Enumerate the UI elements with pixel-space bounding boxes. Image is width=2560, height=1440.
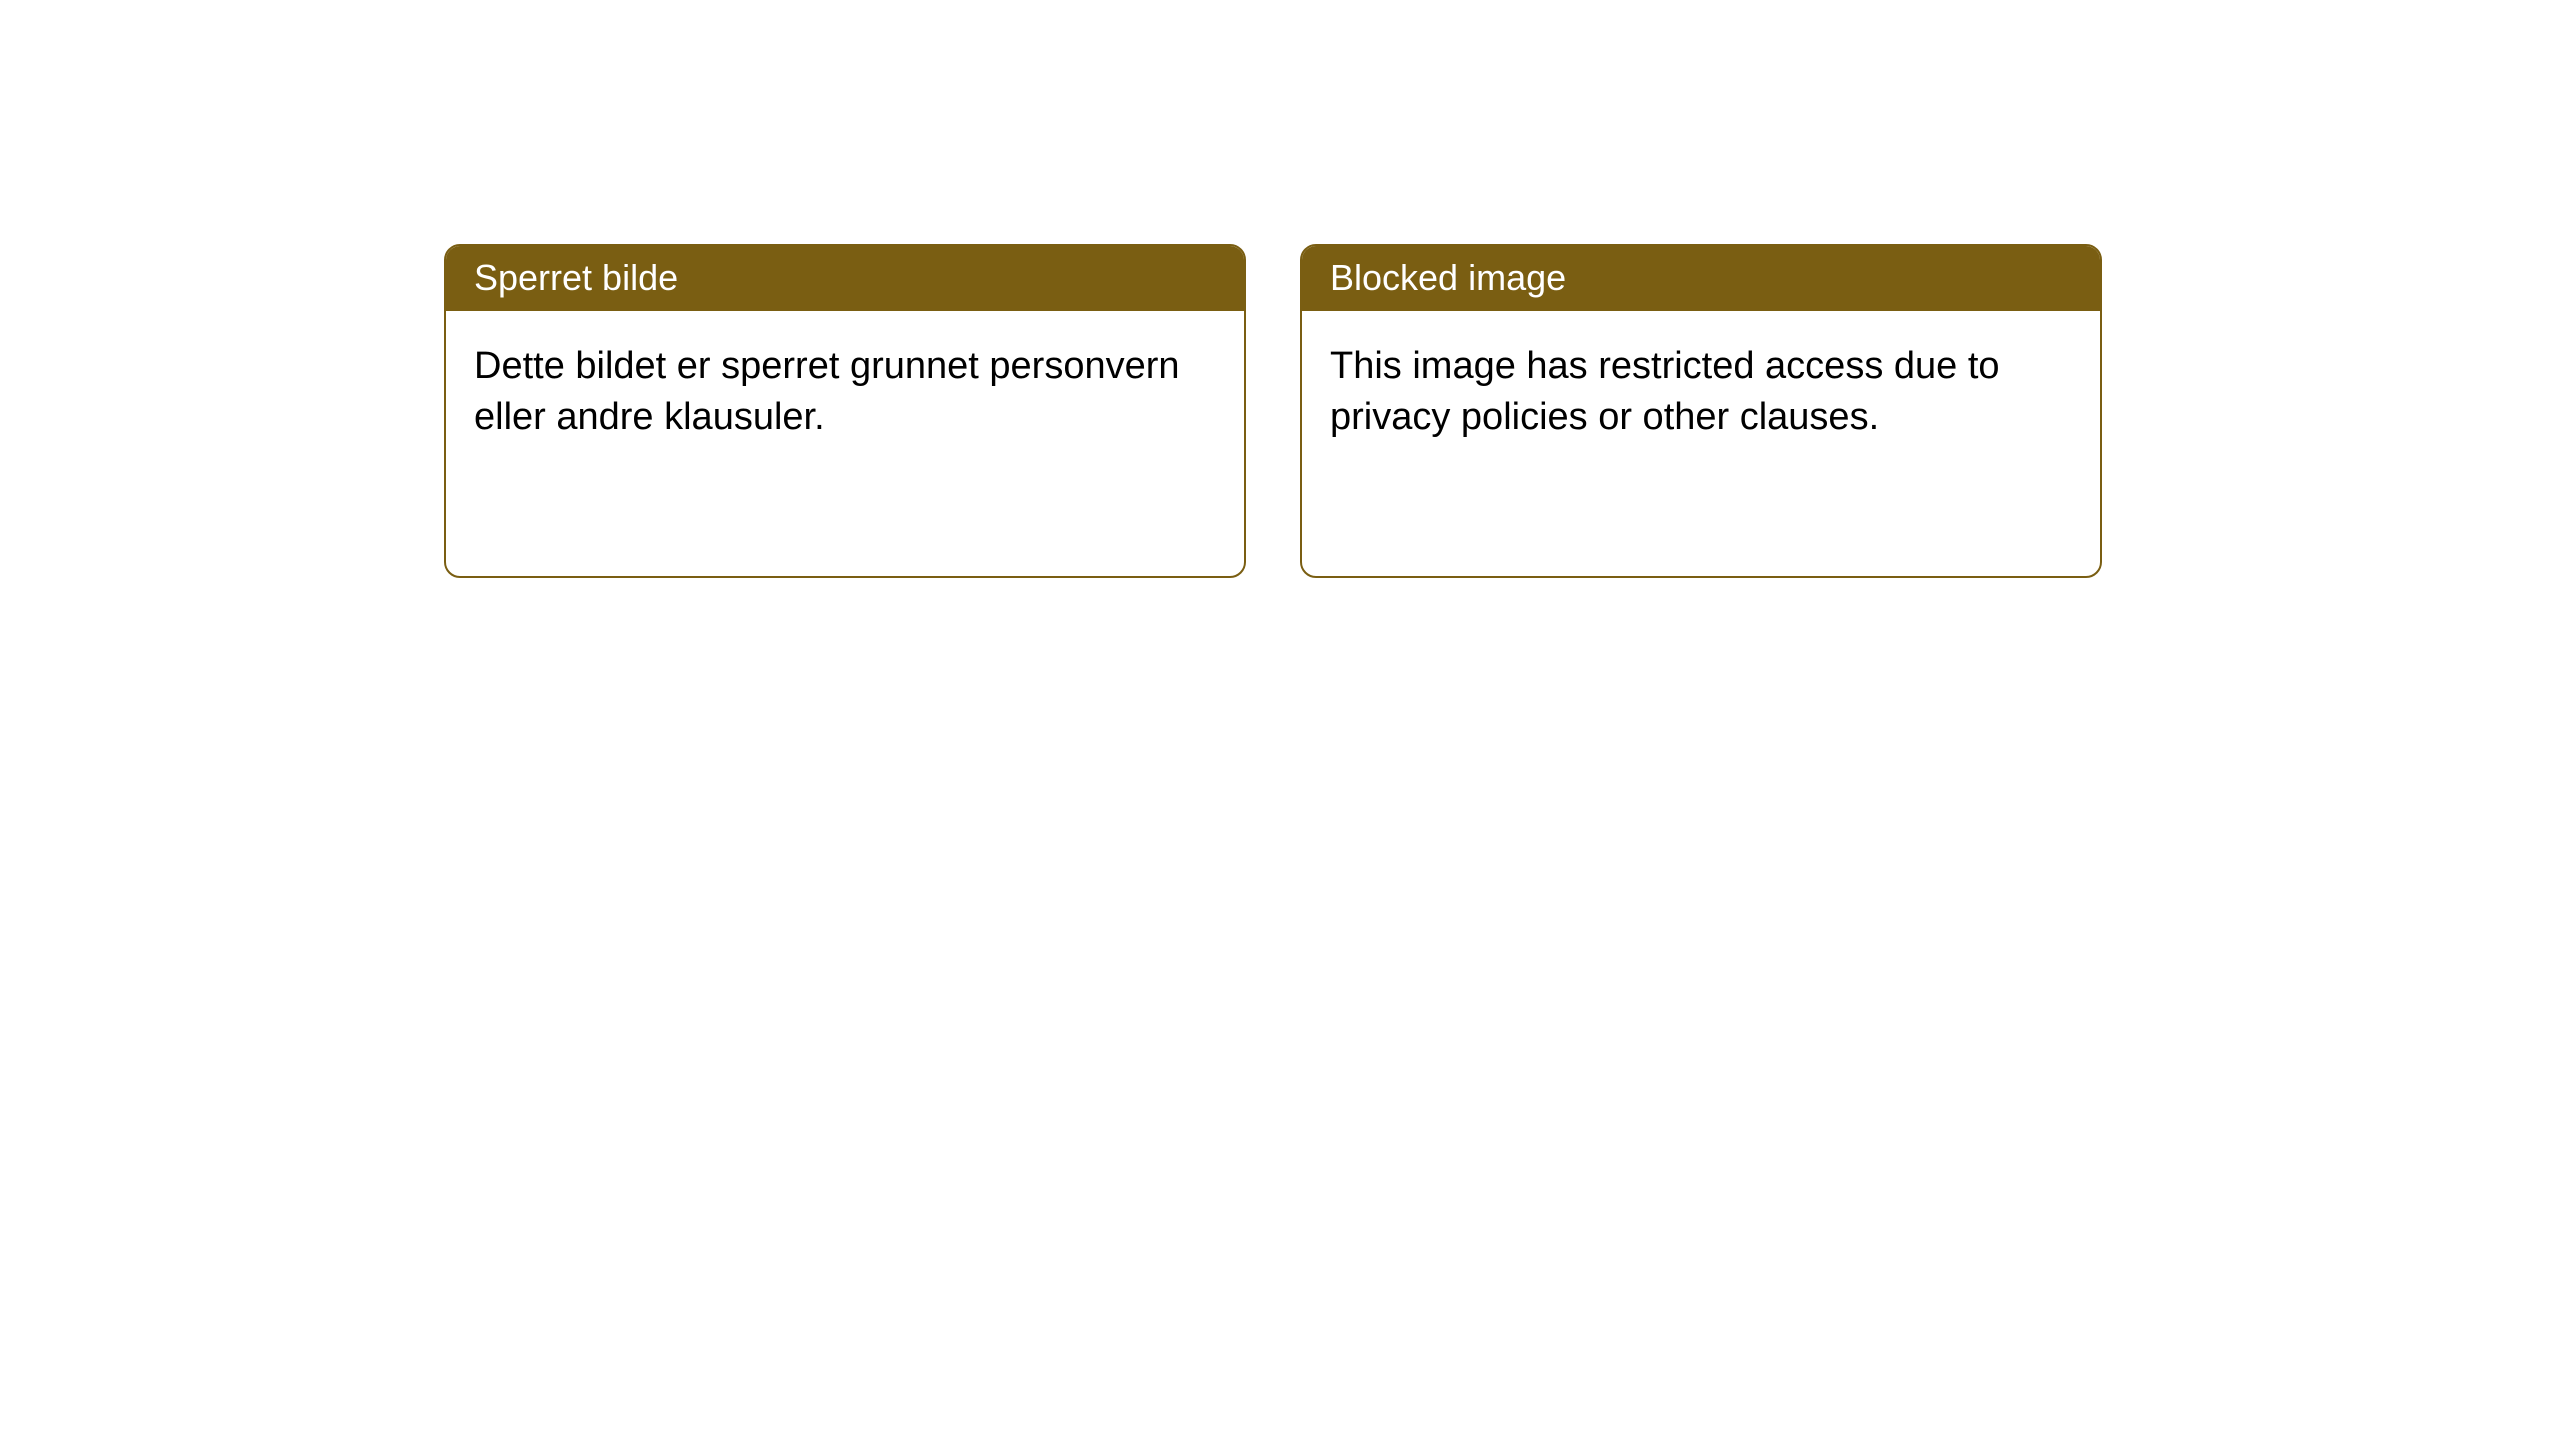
- card-title: Blocked image: [1330, 257, 1566, 298]
- card-body: This image has restricted access due to …: [1302, 311, 2100, 474]
- notice-container: Sperret bilde Dette bildet er sperret gr…: [444, 244, 2102, 578]
- card-body-text: Dette bildet er sperret grunnet personve…: [474, 345, 1180, 438]
- notice-card-norwegian: Sperret bilde Dette bildet er sperret gr…: [444, 244, 1246, 578]
- card-header: Sperret bilde: [446, 246, 1244, 311]
- card-title: Sperret bilde: [474, 257, 678, 298]
- card-body-text: This image has restricted access due to …: [1330, 345, 2000, 438]
- notice-card-english: Blocked image This image has restricted …: [1300, 244, 2102, 578]
- card-header: Blocked image: [1302, 246, 2100, 311]
- card-body: Dette bildet er sperret grunnet personve…: [446, 311, 1244, 474]
